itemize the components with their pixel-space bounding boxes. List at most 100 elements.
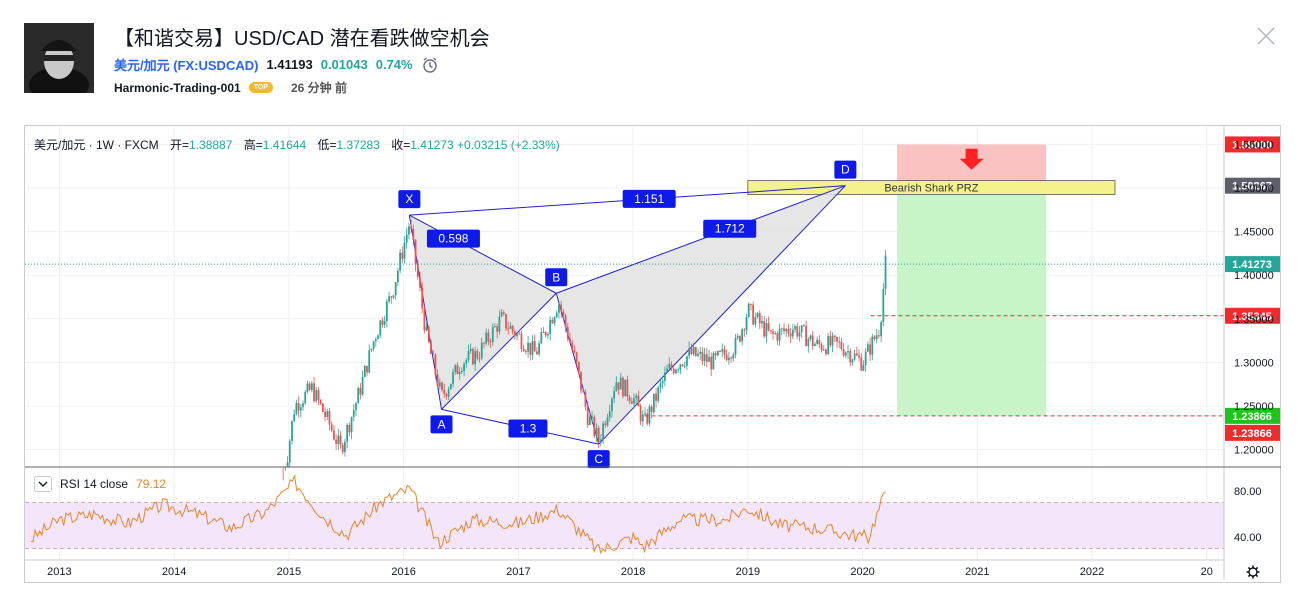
low-label: 低= (317, 138, 337, 152)
candle-body (434, 354, 437, 375)
close-icon[interactable] (1255, 25, 1277, 47)
y-tick-label: 1.30000 (1234, 357, 1274, 369)
position-zones: Bearish Shark PRZ (747, 144, 1116, 416)
x-tick-label: 2015 (277, 566, 301, 578)
candle-body (617, 382, 620, 390)
gear-ring (1248, 567, 1258, 577)
candle-body (379, 320, 382, 336)
candle-body (460, 370, 463, 372)
candle-body (679, 364, 682, 370)
ratio-box (703, 219, 757, 238)
price-change: 0.01043 (320, 57, 368, 72)
candle-body (317, 390, 320, 400)
candle-body (635, 395, 638, 399)
candle-body (833, 335, 836, 337)
candle-body (443, 389, 446, 394)
candle-body (436, 374, 439, 387)
candle-body (831, 335, 834, 346)
ratio-label: 1.712 (715, 222, 745, 236)
candle-body (513, 331, 516, 337)
candle-body (661, 380, 664, 384)
pattern-point-box (834, 160, 857, 179)
candle-body (668, 364, 671, 369)
price-level-tag (1225, 177, 1280, 194)
open-label: 开= (170, 138, 190, 152)
candle-body (697, 353, 699, 357)
candle-body (761, 321, 763, 324)
candle-body (432, 353, 435, 355)
pattern-leg (441, 292, 557, 410)
alarm-clock-icon[interactable] (421, 56, 439, 74)
candle-body (599, 439, 602, 443)
candle-body (582, 390, 585, 393)
candle-body (416, 264, 419, 278)
candle-body (840, 341, 843, 350)
candle-body (498, 316, 501, 332)
candle-body (467, 351, 470, 360)
candle-body (869, 344, 871, 355)
candle-body (536, 351, 538, 355)
candle-body (754, 317, 757, 325)
price-levels: 1.55000 1.50267 1.41273 1.35345 1.23866 1.238… (25, 136, 1280, 441)
x-tick-label: 2019 (736, 566, 760, 578)
candle-body (714, 353, 717, 356)
candle-body (447, 389, 450, 397)
candle-body (802, 325, 805, 327)
candle-body (772, 331, 774, 334)
price-level-label: 1.23866 (1232, 428, 1272, 440)
candle-body (569, 338, 571, 343)
candle-body (476, 350, 479, 359)
y-tick-label: 1.35000 (1234, 314, 1274, 326)
rsi-value: 79.12 (136, 477, 167, 491)
gear-tooth (1255, 574, 1259, 578)
candle-body (811, 335, 814, 346)
candle-body (593, 416, 596, 436)
chart-frame[interactable] (24, 125, 1281, 583)
candle-body (483, 342, 485, 344)
candle-body (681, 364, 684, 366)
candle-body (308, 383, 311, 390)
candle-body (412, 229, 415, 240)
chart-axes: 1.20000 1.25000 1.30000 1.35000 1.40000 1.450… (25, 125, 1281, 580)
candle-body (699, 351, 702, 354)
price-level-tag (1225, 136, 1280, 153)
candle-body (763, 321, 766, 337)
candle-body (827, 336, 830, 355)
candle-body (333, 430, 335, 440)
collapse-toggle[interactable] (34, 476, 52, 492)
candle-body (463, 363, 465, 371)
candle-body (509, 325, 512, 329)
candle-body (858, 355, 860, 358)
candle-body (692, 346, 695, 354)
candle-body (295, 403, 298, 415)
symbol-link[interactable]: 美元/加元 (FX:USDCAD) (114, 58, 259, 73)
candle-body (628, 396, 631, 401)
candle-body (564, 315, 567, 328)
candle-body (884, 255, 887, 289)
candle-body (558, 304, 560, 313)
prz-label: Bearish Shark PRZ (884, 183, 978, 195)
gear-icon[interactable] (1246, 565, 1260, 579)
pattern-triangle-xab (409, 215, 557, 410)
candle-body (688, 348, 691, 357)
arrow-down-icon (959, 148, 984, 170)
candle-body (352, 410, 355, 418)
take-profit-zone (897, 185, 1047, 416)
author-avatar[interactable] (24, 23, 94, 93)
candle-body (423, 308, 426, 331)
pattern-triangle-bcd (556, 185, 846, 445)
candle-body (882, 288, 885, 323)
candle-body (469, 348, 472, 352)
candle-body (330, 424, 333, 431)
author-name[interactable]: Harmonic-Trading-001 (114, 80, 241, 95)
rsi-label: RSI 14 close (60, 477, 129, 491)
open-value: 1.38887 (189, 138, 233, 152)
rsi-tick-label: 40.00 (1234, 532, 1262, 544)
candle-body (348, 424, 351, 433)
close-value: 1.41273 (410, 138, 454, 152)
candle-body (705, 354, 708, 362)
gear-tooth (1247, 566, 1251, 570)
price-level-label: 1.55000 (1232, 139, 1272, 151)
candle-body (675, 369, 677, 374)
